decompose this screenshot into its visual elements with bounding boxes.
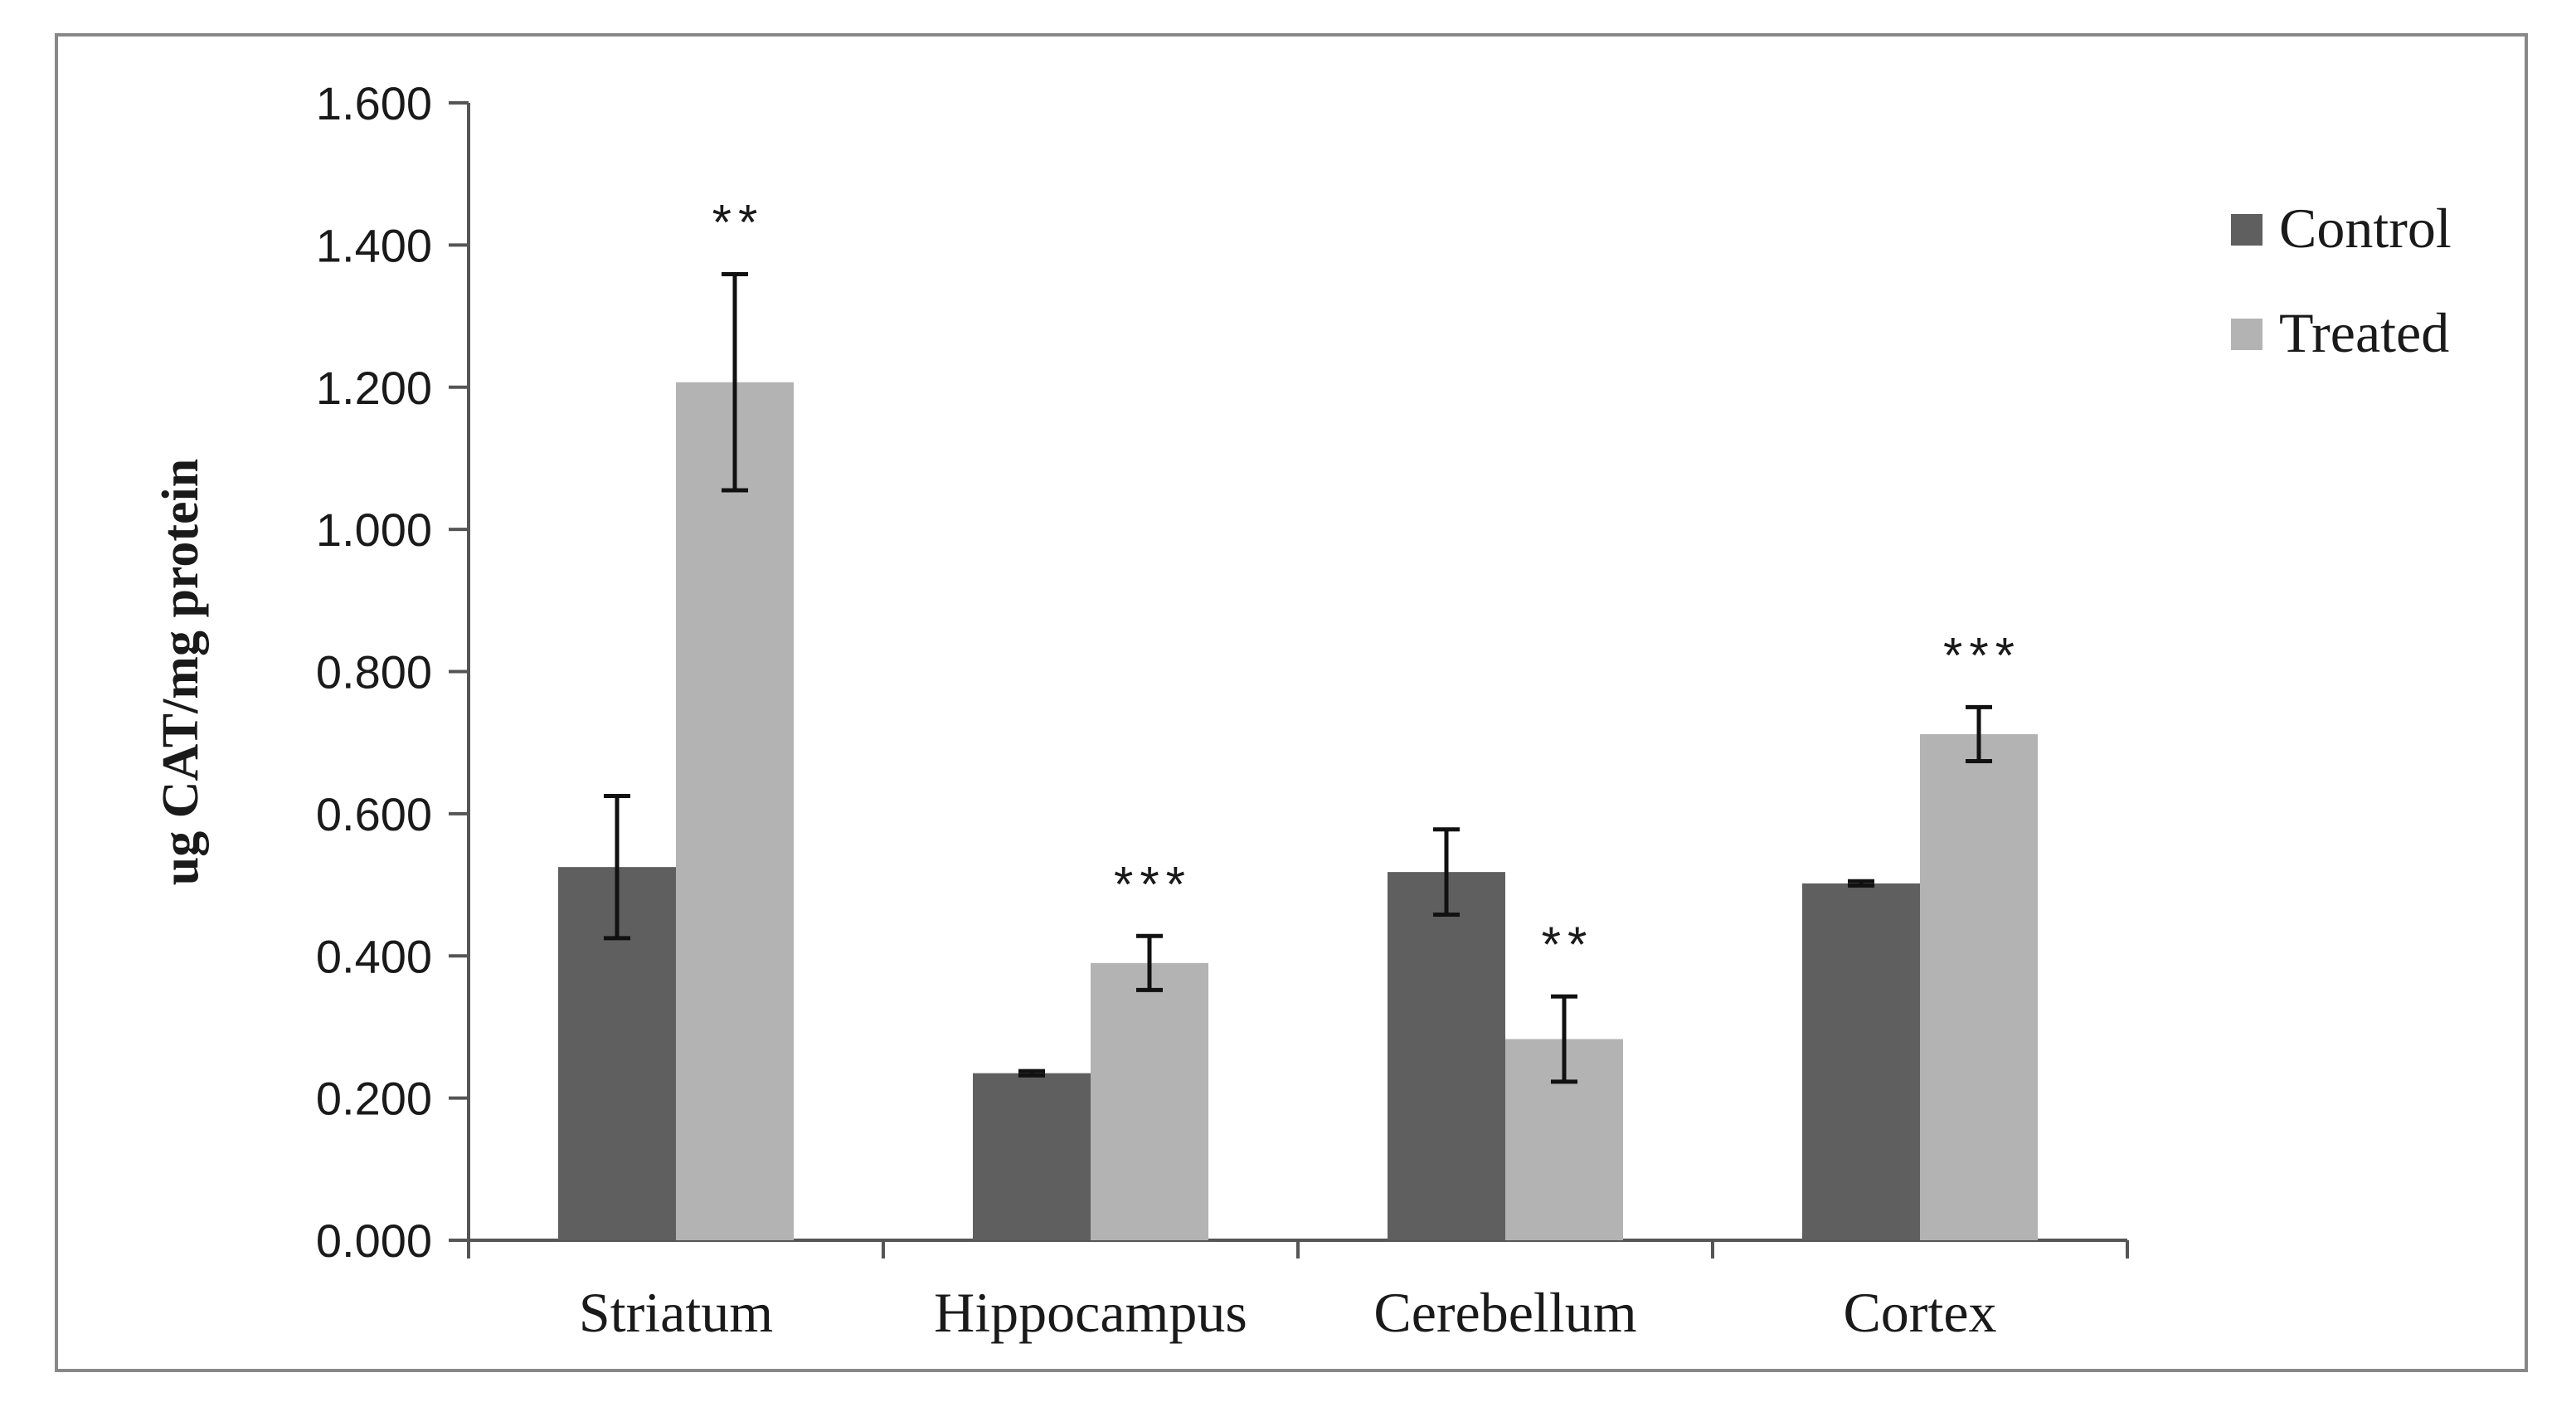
category-label-hippocampus: Hippocampus [934, 1281, 1247, 1344]
bar-treated-striatum [676, 382, 794, 1241]
legend-swatch-control [2231, 214, 2263, 246]
category-label-cerebellum: Cerebellum [1373, 1281, 1636, 1344]
bars [558, 382, 2038, 1241]
category-label-striatum: Striatum [579, 1281, 773, 1344]
y-axis: 0.000 0.200 0.400 0.600 0.800 1.000 1.200 1.400… [316, 77, 470, 1267]
bar-control-cortex [1802, 883, 1920, 1240]
y-axis-title: ug CAT/mg protein [153, 459, 209, 885]
legend-label-treated: Treated [2279, 301, 2449, 364]
bar-treated-cortex [1920, 733, 2038, 1240]
y-tick-label: 0.200 [316, 1073, 432, 1125]
y-tick-label: 1.200 [316, 362, 432, 414]
error-bars [604, 272, 1992, 1084]
y-tick-label: 0.800 [316, 646, 432, 699]
y-tick-label: 1.400 [316, 219, 432, 271]
significance-mark: *** [1114, 856, 1192, 912]
legend: Control Treated [2231, 197, 2452, 364]
bar-control-cerebellum [1388, 872, 1505, 1240]
significance-mark: ** [712, 195, 765, 251]
bar-treated-hippocampus [1091, 962, 1208, 1240]
significance-mark: ** [1542, 917, 1594, 972]
significance-mark: *** [1943, 627, 2021, 683]
y-tick-label: 1.000 [316, 504, 432, 556]
y-tick-label: 0.600 [316, 788, 432, 840]
legend-label-control: Control [2279, 197, 2452, 260]
category-label-cortex: Cortex [1843, 1281, 1996, 1344]
y-tick-label: 0.400 [316, 930, 432, 982]
y-tick-label: 1.600 [316, 77, 432, 129]
legend-swatch-treated [2231, 319, 2263, 350]
y-tick-label: 0.000 [316, 1215, 432, 1267]
significance-annotations: ********** [712, 195, 2021, 973]
bar-control-hippocampus [973, 1073, 1091, 1240]
